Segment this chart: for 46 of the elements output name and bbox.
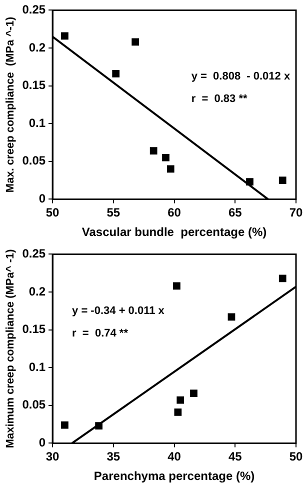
point — [61, 421, 68, 429]
y-tick-label: 0.05 — [22, 398, 46, 412]
y-tick-label: 0.2 — [28, 284, 46, 298]
point — [278, 274, 286, 282]
x-axis-title: Vascular bundle percentage (%) — [82, 225, 267, 240]
point — [61, 32, 68, 40]
x-tick-label: 35 — [106, 450, 120, 464]
x-axis-title: Parenchyma percentage (%) — [94, 469, 255, 484]
point — [112, 70, 120, 78]
annotation: r = 0.74 ** — [72, 328, 129, 340]
x-tick-label: 60 — [168, 206, 182, 220]
point — [278, 176, 286, 184]
annotation: y = -0.34 + 0.011 x — [72, 304, 166, 317]
y-tick-label: 0 — [38, 192, 46, 206]
point — [228, 313, 236, 321]
annotation: y = 0.808 - 0.012 x — [191, 70, 291, 82]
x-tick-label: 40 — [168, 450, 182, 464]
y-tick-label: 0.2 — [28, 40, 46, 54]
y-tick-label: 0.1 — [28, 360, 46, 374]
y-tick-label: 0.15 — [22, 78, 46, 92]
x-tick-label: 30 — [46, 450, 60, 464]
point — [173, 282, 180, 290]
point — [162, 154, 170, 162]
y-axis-title: Max. creep compliance (MPa ^-1) — [4, 16, 17, 193]
x-tick-label: 50 — [289, 450, 303, 464]
y-tick-label: 0.1 — [28, 116, 46, 130]
y-tick-label: 0.25 — [22, 246, 46, 261]
y-tick-label: 0.15 — [22, 322, 46, 336]
point — [190, 390, 198, 397]
point — [166, 165, 174, 173]
point — [176, 396, 184, 404]
point — [95, 422, 102, 430]
point — [246, 178, 254, 186]
point — [132, 38, 140, 46]
point — [174, 408, 182, 416]
y-tick-label: 0.05 — [22, 154, 46, 168]
y-axis-title: Maximum creep compliance (MPa^ -1) — [4, 248, 17, 448]
y-tick-label: 0.25 — [22, 2, 46, 17]
annotation: r = 0.83 ** — [191, 93, 248, 106]
x-tick-label: 55 — [106, 206, 120, 220]
y-tick-label: 0 — [38, 436, 46, 450]
x-tick-label: 70 — [289, 206, 303, 220]
x-tick-label: 45 — [228, 450, 242, 464]
x-tick-label: 50 — [46, 206, 60, 220]
x-tick-label: 65 — [228, 206, 242, 220]
point — [150, 147, 158, 154]
